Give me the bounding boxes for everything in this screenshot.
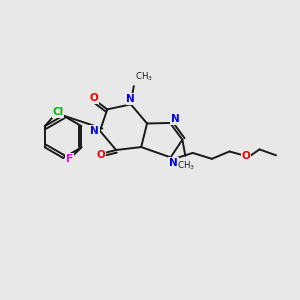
Text: Cl: Cl bbox=[52, 107, 64, 117]
Text: F: F bbox=[66, 154, 73, 164]
Text: N: N bbox=[171, 114, 180, 124]
Text: N: N bbox=[90, 126, 99, 136]
Text: O: O bbox=[96, 150, 105, 160]
Text: O: O bbox=[242, 151, 250, 161]
Text: N: N bbox=[127, 94, 135, 104]
Text: O: O bbox=[89, 93, 98, 103]
Text: N: N bbox=[169, 158, 178, 168]
Text: CH$_3$: CH$_3$ bbox=[135, 70, 153, 82]
Text: CH$_3$: CH$_3$ bbox=[177, 160, 195, 172]
